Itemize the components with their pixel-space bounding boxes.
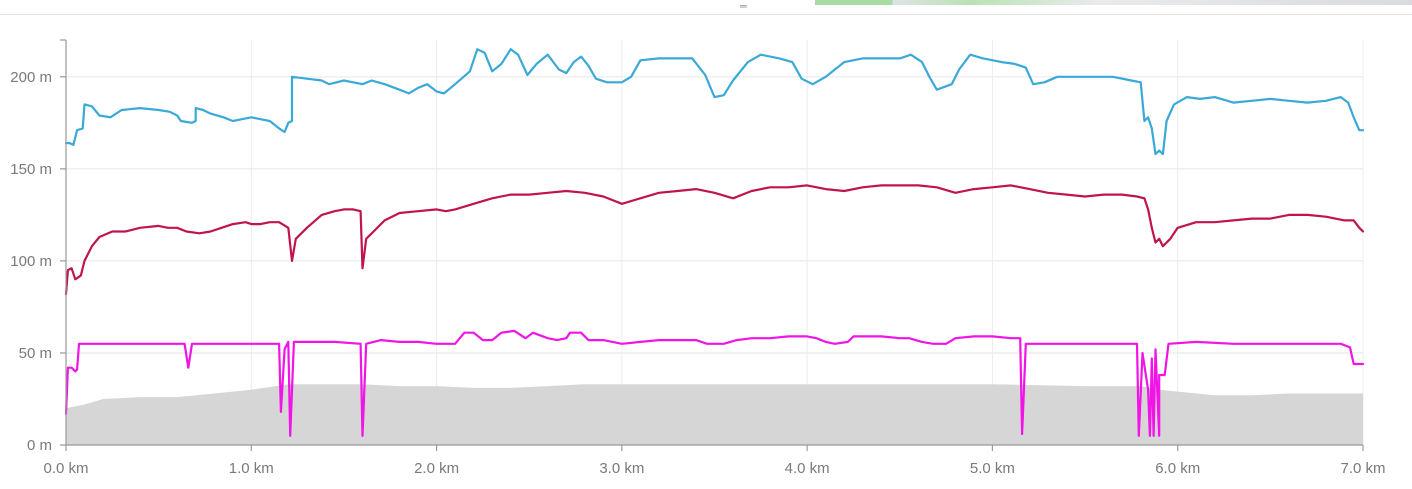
axes [60, 39, 1363, 446]
x-tick-label: 5.0 km [970, 460, 1015, 477]
y-tick-label: 150 m [10, 161, 52, 178]
y-tick-label: 100 m [10, 253, 52, 270]
x-tick-label: 3.0 km [599, 460, 644, 477]
x-tick-label: 2.0 km [414, 460, 459, 477]
line-series-2 [64, 184, 1365, 296]
area-layer [66, 384, 1363, 445]
x-tick-label: 4.0 km [785, 460, 830, 477]
series-layer [64, 48, 1365, 437]
resize-handle-icon[interactable]: ═ [740, 0, 747, 13]
x-tick-label: 7.0 km [1340, 460, 1385, 477]
x-axis-ticks: 0.0 km 1.0 km 2.0 km 3.0 km 4.0 km 5.0 km 6.0 … [43, 445, 1386, 477]
y-tick-label: 50 m [19, 345, 52, 362]
x-tick-label: 6.0 km [1155, 460, 1200, 477]
line-series-1 [64, 48, 1365, 156]
y-axis-ticks: 0 m 50 m 100 m 150 m 200 m [10, 69, 66, 454]
y-tick-label: 200 m [10, 69, 52, 86]
x-tick-label: 0.0 km [43, 460, 88, 477]
y-tick-label: 0 m [27, 437, 52, 454]
area-series [66, 384, 1363, 445]
grid-lines [66, 40, 1364, 445]
map-preview-strip[interactable] [815, 0, 1412, 5]
line-series-3 [64, 329, 1365, 437]
x-tick-label: 1.0 km [229, 460, 274, 477]
